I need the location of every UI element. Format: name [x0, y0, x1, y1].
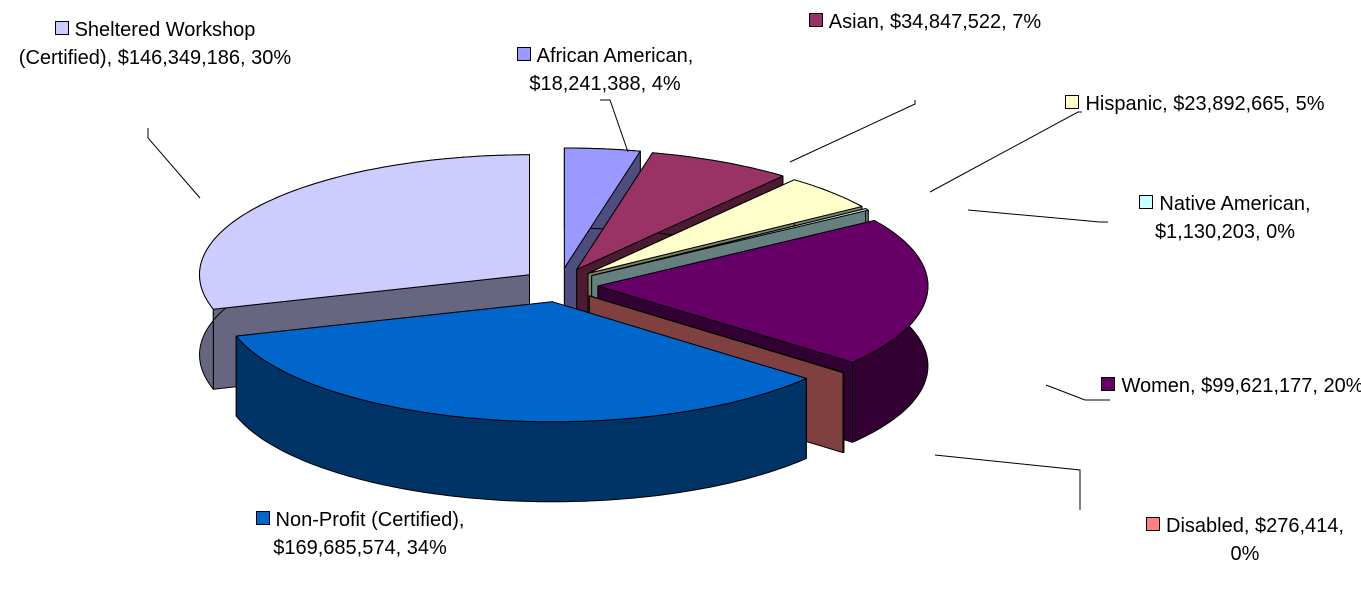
legend-key: [516, 47, 531, 61]
leader-line: [789, 100, 916, 163]
leader-line: [147, 128, 201, 199]
leader-line: [600, 99, 629, 153]
leader-line: [967, 209, 1108, 223]
data-label: Women, $99,621,177, 20%: [1095, 372, 1361, 400]
slice-side: [842, 371, 845, 454]
leader-line: [934, 454, 1081, 510]
data-label: Native American, $1,130,203, 0%: [1100, 190, 1350, 246]
legend-key: [255, 511, 270, 525]
legend-key: [1065, 95, 1080, 109]
data-label: Sheltered Workshop (Certified), $146,349…: [10, 16, 300, 72]
slice: [591, 208, 869, 277]
label-text: Native American, $1,130,203, 0%: [1154, 193, 1311, 243]
legend-key: [1146, 517, 1161, 531]
slice: [576, 152, 784, 271]
label-text: Non-Profit (Certified), $169,685,574, 34…: [273, 509, 465, 559]
legend-key: [1101, 377, 1116, 391]
slice: [235, 301, 807, 423]
label-text: Sheltered Workshop (Certified), $146,349…: [18, 19, 292, 69]
data-label: Hispanic, $23,892,665, 5%: [1060, 90, 1330, 118]
data-label: Disabled, $276,414, 0%: [1135, 512, 1355, 568]
slice: [199, 154, 530, 310]
leader-line: [929, 111, 1082, 193]
label-text: Disabled, $276,414, 0%: [1166, 515, 1344, 565]
label-text: African American, $18,241,388, 4%: [529, 45, 694, 95]
data-label: Asian, $34,847,522, 7%: [780, 8, 1070, 36]
legend-key: [808, 13, 823, 27]
label-text: Hispanic, $23,892,665, 5%: [1085, 93, 1325, 115]
slice: [588, 295, 845, 374]
slice: [563, 147, 641, 269]
data-label: African American, $18,241,388, 4%: [490, 42, 720, 98]
leader-line: [1045, 384, 1110, 401]
legend-key: [1139, 195, 1154, 209]
legend-key: [54, 21, 69, 35]
data-label: Non-Profit (Certified), $169,685,574, 34…: [220, 506, 500, 562]
slice: [597, 220, 929, 363]
slice: [587, 179, 863, 274]
label-text: Women, $99,621,177, 20%: [1121, 375, 1361, 397]
label-text: Asian, $34,847,522, 7%: [828, 11, 1042, 33]
